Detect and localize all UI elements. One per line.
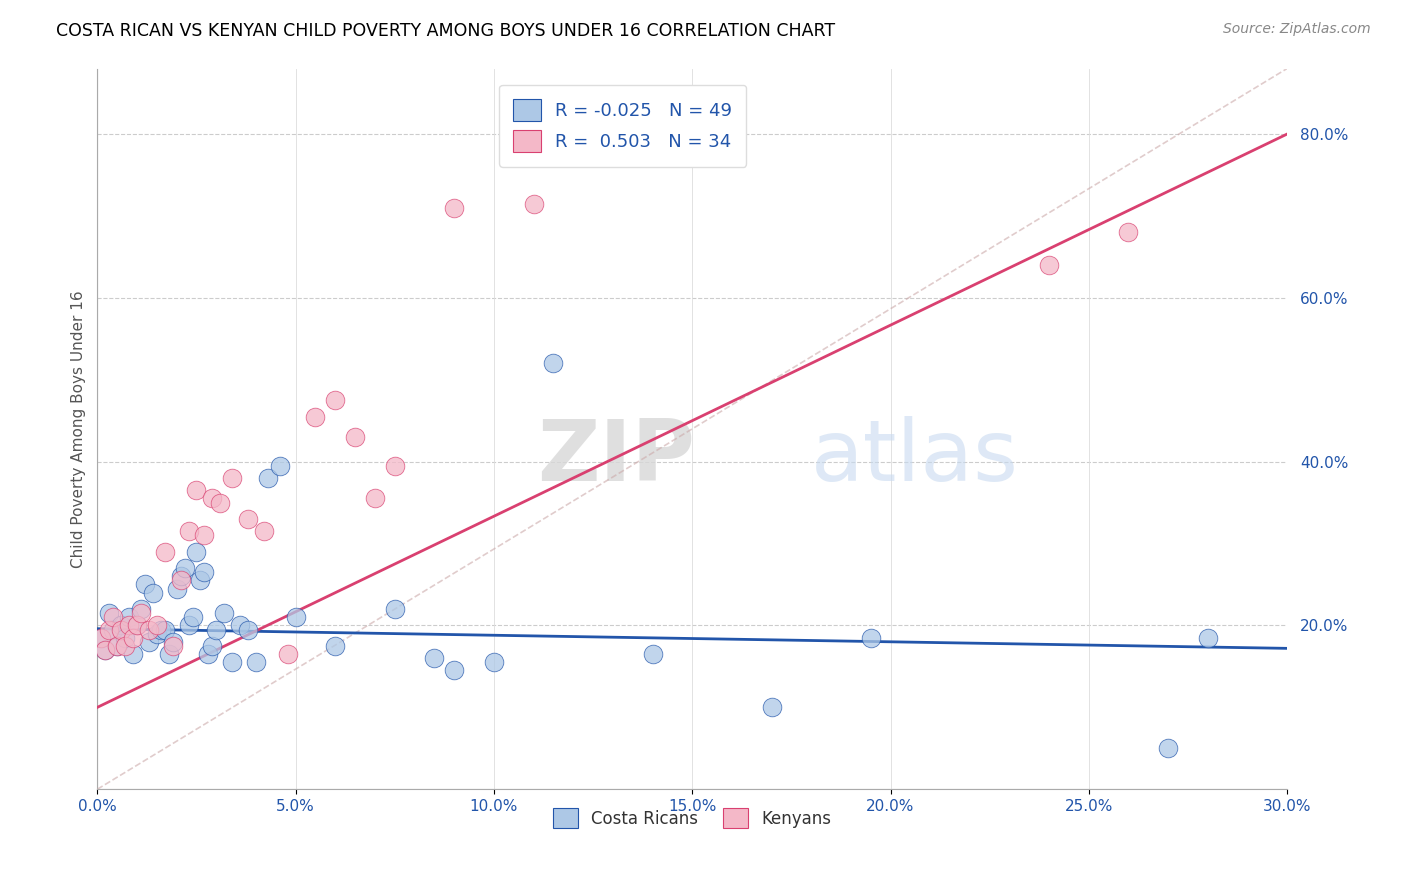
- Point: [543, 356, 565, 370]
- Point: [114, 631, 136, 645]
- Point: [110, 623, 132, 637]
- Point: [98, 623, 121, 637]
- Point: [236, 512, 259, 526]
- Point: [90, 631, 112, 645]
- Point: [122, 631, 145, 645]
- Point: [443, 201, 465, 215]
- Point: [177, 524, 200, 539]
- Text: Source: ZipAtlas.com: Source: ZipAtlas.com: [1223, 22, 1371, 37]
- Point: [269, 458, 291, 473]
- Point: [205, 623, 228, 637]
- Point: [153, 623, 176, 637]
- Point: [122, 647, 145, 661]
- Point: [138, 635, 160, 649]
- Point: [236, 623, 259, 637]
- Point: [177, 618, 200, 632]
- Point: [129, 606, 152, 620]
- Point: [1038, 258, 1060, 272]
- Point: [1197, 631, 1219, 645]
- Point: [169, 569, 191, 583]
- Point: [197, 647, 219, 661]
- Point: [284, 610, 307, 624]
- Point: [190, 574, 212, 588]
- Point: [641, 647, 664, 661]
- Point: [162, 639, 184, 653]
- Point: [257, 471, 280, 485]
- Point: [125, 618, 148, 632]
- Text: COSTA RICAN VS KENYAN CHILD POVERTY AMONG BOYS UNDER 16 CORRELATION CHART: COSTA RICAN VS KENYAN CHILD POVERTY AMON…: [56, 22, 835, 40]
- Point: [364, 491, 387, 506]
- Point: [157, 647, 180, 661]
- Text: ZIP: ZIP: [537, 417, 696, 500]
- Point: [103, 623, 125, 637]
- Point: [193, 528, 215, 542]
- Point: [482, 655, 505, 669]
- Point: [129, 602, 152, 616]
- Point: [323, 639, 346, 653]
- Point: [169, 574, 191, 588]
- Point: [146, 618, 169, 632]
- Point: [110, 618, 132, 632]
- Point: [221, 655, 243, 669]
- Point: [523, 196, 546, 211]
- Point: [277, 647, 299, 661]
- Point: [323, 393, 346, 408]
- Point: [1157, 741, 1180, 756]
- Point: [761, 700, 783, 714]
- Point: [114, 639, 136, 653]
- Point: [146, 626, 169, 640]
- Point: [105, 639, 128, 653]
- Point: [245, 655, 267, 669]
- Point: [859, 631, 882, 645]
- Point: [423, 651, 446, 665]
- Point: [149, 623, 172, 637]
- Point: [344, 430, 367, 444]
- Point: [186, 483, 208, 498]
- Point: [214, 606, 236, 620]
- Point: [193, 565, 215, 579]
- Point: [186, 545, 208, 559]
- Point: [94, 643, 117, 657]
- Point: [166, 582, 188, 596]
- Point: [153, 545, 176, 559]
- Point: [98, 606, 121, 620]
- Point: [384, 458, 406, 473]
- Y-axis label: Child Poverty Among Boys Under 16: Child Poverty Among Boys Under 16: [72, 290, 86, 567]
- Point: [118, 618, 141, 632]
- Point: [173, 561, 195, 575]
- Point: [162, 635, 184, 649]
- Point: [90, 631, 112, 645]
- Point: [253, 524, 276, 539]
- Point: [118, 610, 141, 624]
- Point: [134, 577, 156, 591]
- Point: [103, 610, 125, 624]
- Point: [209, 495, 232, 509]
- Legend: Costa Ricans, Kenyans: Costa Ricans, Kenyans: [547, 801, 838, 835]
- Point: [125, 618, 148, 632]
- Point: [229, 618, 252, 632]
- Point: [138, 623, 160, 637]
- Point: [384, 602, 406, 616]
- Point: [201, 491, 224, 506]
- Point: [201, 639, 224, 653]
- Point: [181, 610, 204, 624]
- Point: [443, 664, 465, 678]
- Point: [304, 409, 326, 424]
- Text: atlas: atlas: [811, 417, 1019, 500]
- Point: [105, 639, 128, 653]
- Point: [221, 471, 243, 485]
- Point: [94, 643, 117, 657]
- Point: [142, 585, 165, 599]
- Point: [1118, 225, 1140, 239]
